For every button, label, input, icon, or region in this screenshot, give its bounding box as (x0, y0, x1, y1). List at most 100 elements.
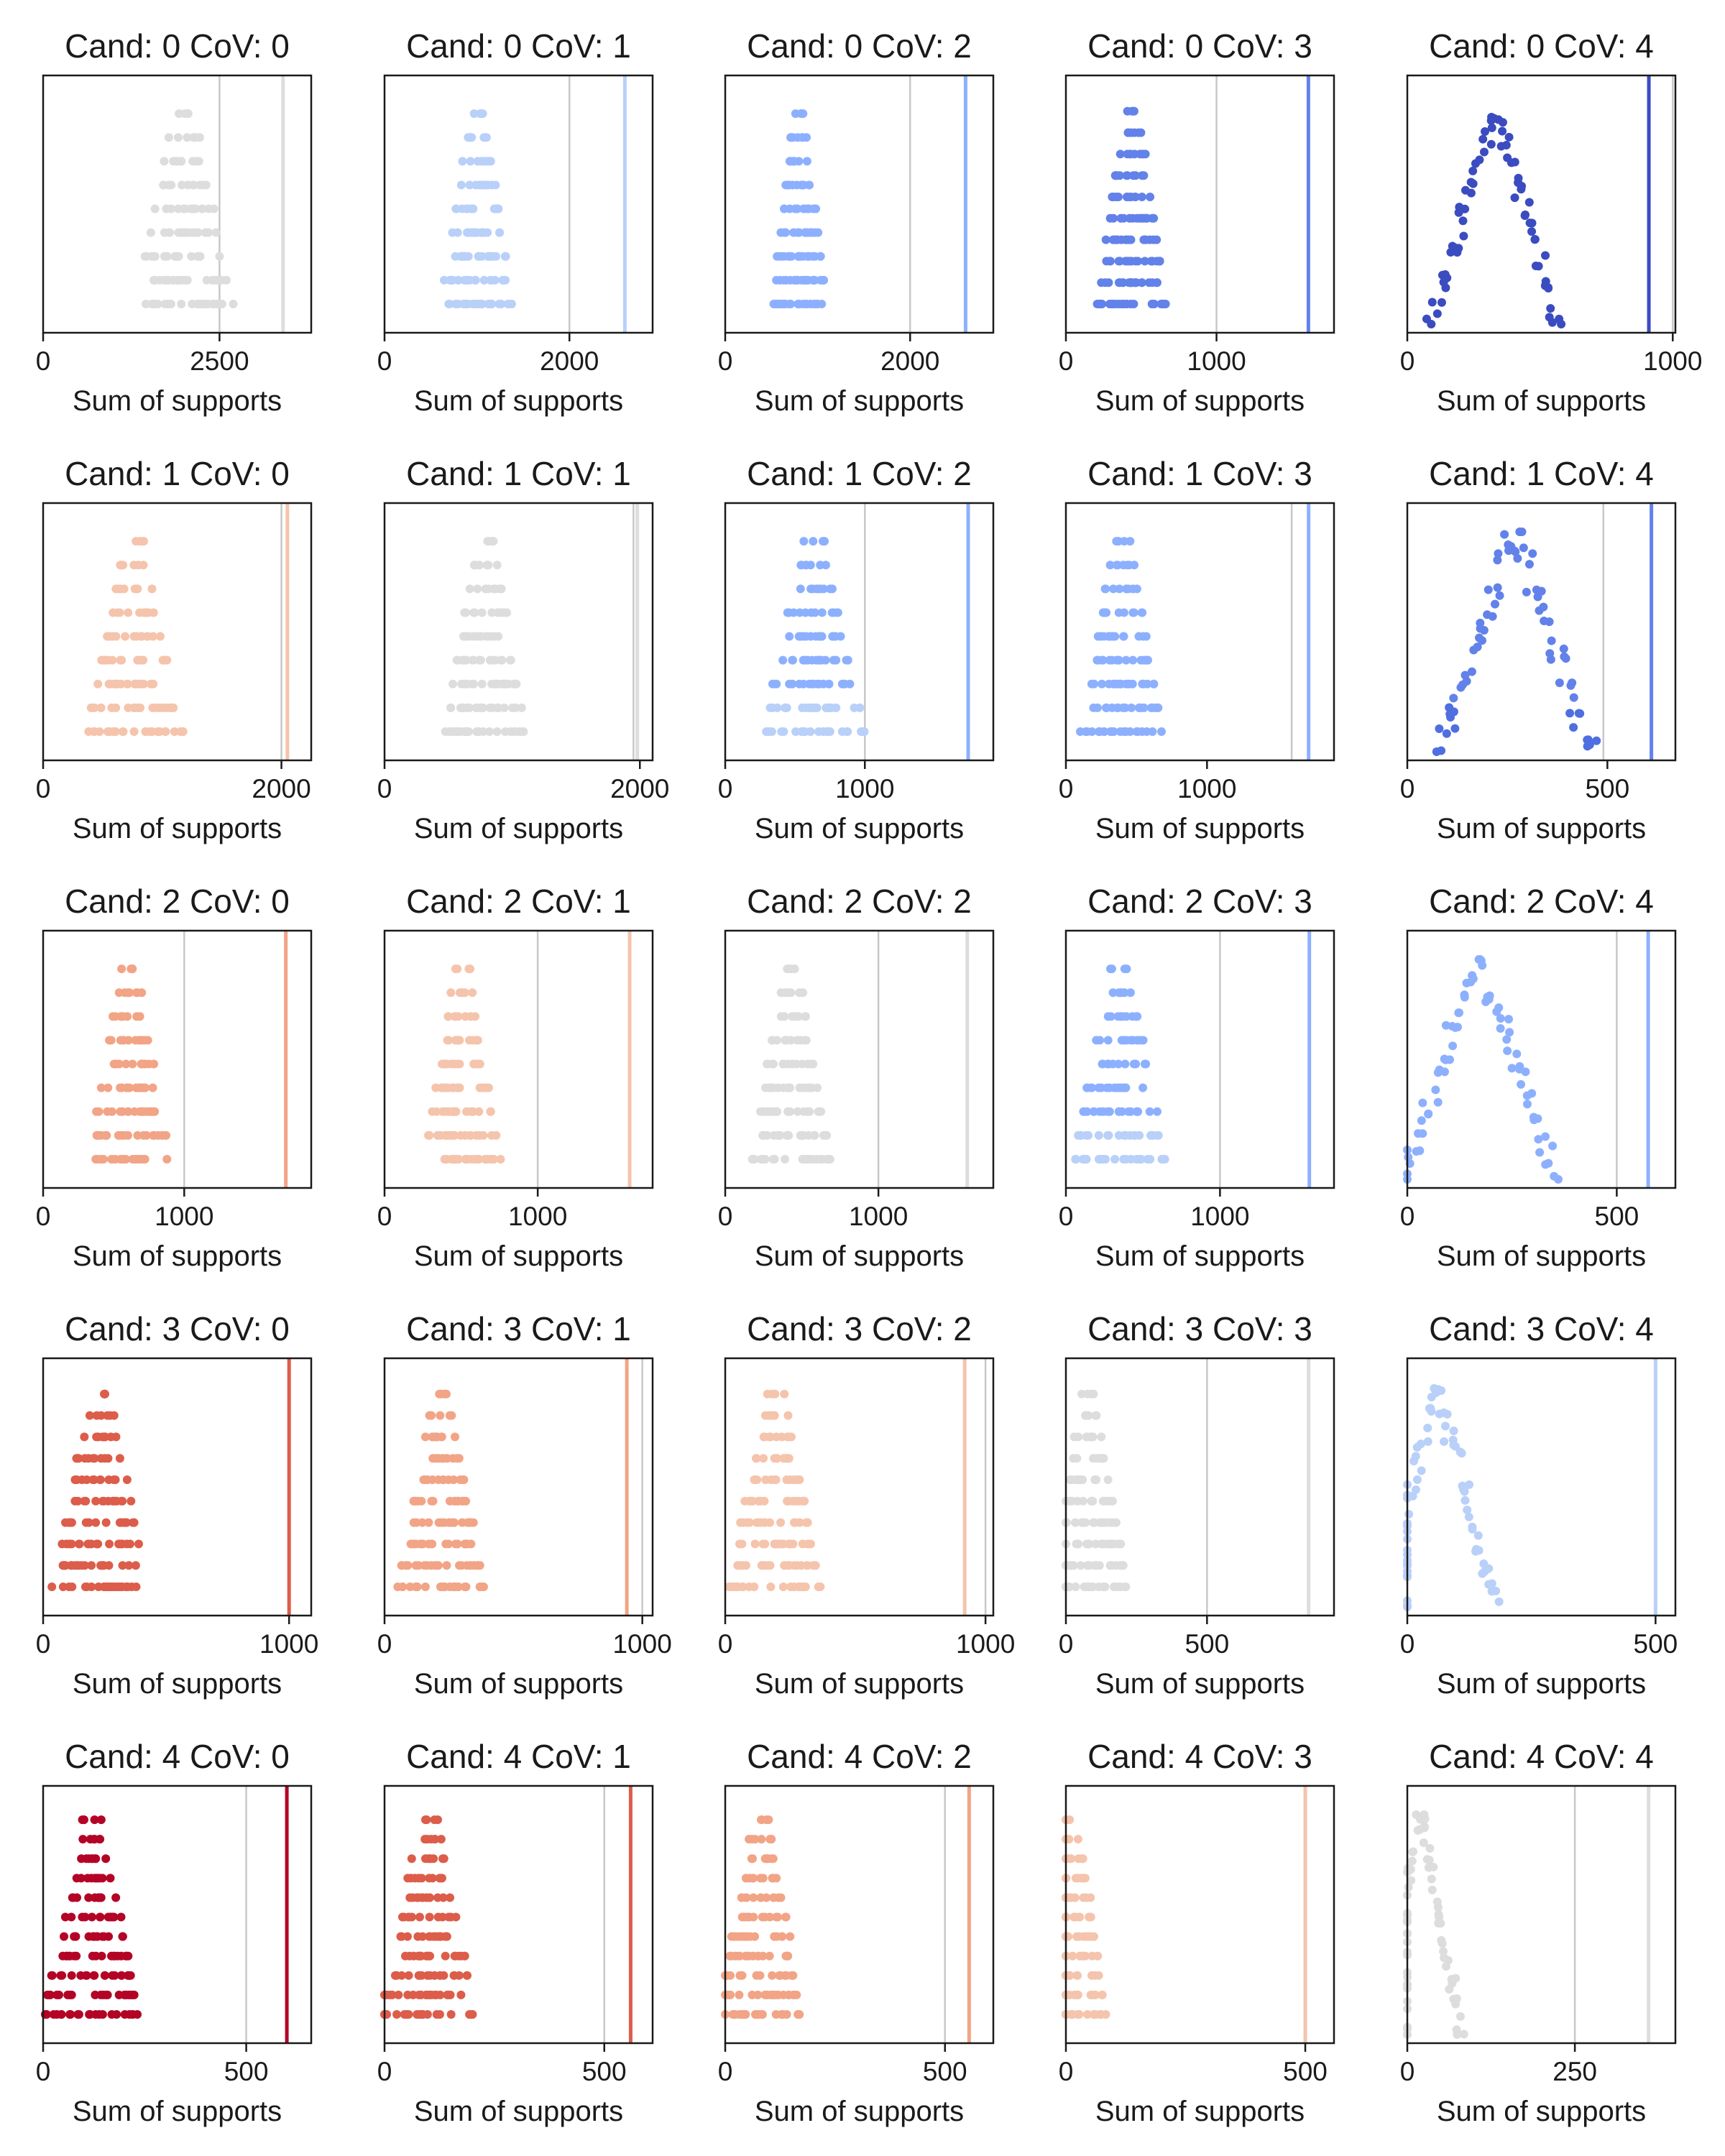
scatter-points (47, 1389, 143, 1591)
data-point (84, 1454, 93, 1463)
scatter-points (1403, 1810, 1468, 2039)
data-point (469, 1107, 478, 1116)
data-point (475, 1561, 484, 1570)
data-point (1541, 1132, 1550, 1141)
axes-frame (42, 1357, 313, 1617)
data-point (801, 228, 811, 237)
data-point (779, 727, 788, 736)
data-point (448, 679, 458, 688)
data-point (1102, 257, 1111, 266)
data-point (768, 1990, 777, 1999)
data-point (487, 300, 497, 308)
data-point (96, 1130, 105, 1140)
data-point (742, 1932, 752, 1941)
data-point (1133, 257, 1143, 266)
data-point (780, 204, 789, 213)
data-point (1494, 549, 1503, 558)
data-point (1128, 1012, 1137, 1021)
data-point (1460, 990, 1469, 1000)
data-point (60, 1912, 70, 1922)
data-point (781, 228, 790, 237)
data-point (1478, 134, 1488, 144)
axes-frame (383, 1357, 654, 1617)
data-point (1427, 320, 1436, 328)
data-point (120, 1990, 129, 1999)
data-point (805, 1083, 814, 1092)
subplot-13: Cand: 2 CoV: 3 0 1000 Sum of supports (1059, 883, 1335, 1272)
data-point (1111, 1518, 1121, 1527)
data-point (1527, 227, 1537, 236)
data-point (460, 275, 469, 285)
data-point (1114, 608, 1123, 617)
data-point (472, 703, 481, 712)
data-point (1407, 1856, 1417, 1866)
data-point (1449, 707, 1458, 717)
data-point (766, 1583, 776, 1591)
data-point (432, 1107, 441, 1116)
data-point (1489, 114, 1499, 123)
data-point (783, 988, 793, 998)
subplot-title: Cand: 0 CoV: 3 (1087, 27, 1312, 65)
data-point (1131, 193, 1140, 201)
data-point (1453, 2030, 1462, 2039)
data-point (429, 1932, 438, 1941)
data-point (1128, 584, 1138, 594)
data-point (144, 608, 153, 617)
data-point (738, 1561, 748, 1570)
data-point (477, 608, 487, 617)
data-point (1513, 554, 1522, 563)
data-point (465, 180, 474, 190)
data-point (1097, 1432, 1106, 1442)
data-point (1122, 171, 1131, 180)
data-point (87, 1854, 96, 1864)
x-axis-label: Sum of supports (755, 385, 964, 417)
data-point (1075, 1912, 1085, 1922)
data-point (65, 2010, 75, 2019)
data-point (1094, 655, 1103, 665)
data-point (1416, 1439, 1425, 1449)
data-point (479, 133, 489, 142)
subplot-4: Cand: 0 CoV: 4 0 1000 Sum of supports (1400, 27, 1703, 417)
data-point (1108, 655, 1117, 665)
data-point (56, 1971, 65, 1980)
data-point (460, 1951, 469, 1961)
data-point (396, 1932, 405, 1941)
data-point (1085, 1912, 1094, 1922)
data-point (796, 584, 805, 594)
subplot-title: Cand: 4 CoV: 1 (406, 1738, 631, 1775)
data-point (814, 1107, 823, 1116)
subplot-23: Cand: 4 CoV: 3 0 500 Sum of supports (1059, 1738, 1335, 2127)
data-point (453, 228, 462, 237)
data-point (409, 1539, 418, 1549)
data-point (1082, 1083, 1092, 1092)
data-point (816, 252, 825, 261)
data-point (1121, 1155, 1131, 1164)
data-point (757, 1561, 766, 1570)
data-point (1140, 257, 1149, 266)
data-point (1437, 298, 1446, 307)
x-tick-label: 0 (1059, 346, 1074, 376)
data-point (1097, 278, 1106, 287)
data-point (420, 1854, 430, 1864)
data-point (1130, 128, 1139, 137)
subplot-3: Cand: 0 CoV: 3 0 1000 Sum of supports (1059, 27, 1335, 417)
data-point (1534, 1135, 1543, 1144)
data-point (1115, 584, 1124, 594)
data-point (493, 204, 502, 213)
data-point (148, 1083, 157, 1092)
data-point (493, 608, 502, 617)
data-point (753, 1475, 762, 1484)
data-point (1442, 1962, 1451, 1971)
data-point (403, 1990, 413, 1999)
data-point (1449, 694, 1458, 703)
data-point (765, 1083, 774, 1092)
data-point (80, 1912, 90, 1922)
data-point (423, 1971, 432, 1980)
data-point (229, 300, 238, 308)
data-point (82, 1475, 91, 1484)
data-point (474, 655, 484, 665)
data-point (1129, 300, 1138, 308)
data-point (162, 703, 172, 712)
data-point (174, 275, 183, 285)
data-point (783, 1107, 793, 1116)
